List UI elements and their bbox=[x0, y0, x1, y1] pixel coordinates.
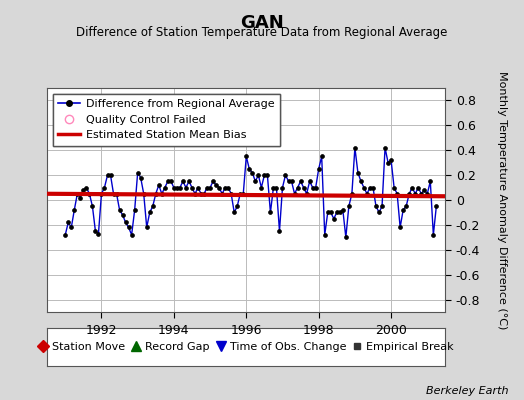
Text: GAN: GAN bbox=[240, 14, 284, 32]
Text: 1994: 1994 bbox=[158, 324, 190, 337]
Text: 2000: 2000 bbox=[375, 324, 407, 337]
Legend: Difference from Regional Average, Quality Control Failed, Estimated Station Mean: Difference from Regional Average, Qualit… bbox=[53, 94, 280, 146]
Text: 1992: 1992 bbox=[86, 324, 117, 337]
Y-axis label: Monthly Temperature Anomaly Difference (°C): Monthly Temperature Anomaly Difference (… bbox=[497, 71, 507, 329]
Text: Difference of Station Temperature Data from Regional Average: Difference of Station Temperature Data f… bbox=[77, 26, 447, 39]
Text: 1998: 1998 bbox=[303, 324, 334, 337]
Legend: Station Move, Record Gap, Time of Obs. Change, Empirical Break: Station Move, Record Gap, Time of Obs. C… bbox=[37, 340, 456, 354]
Text: Berkeley Earth: Berkeley Earth bbox=[426, 386, 508, 396]
Text: 1996: 1996 bbox=[231, 324, 262, 337]
